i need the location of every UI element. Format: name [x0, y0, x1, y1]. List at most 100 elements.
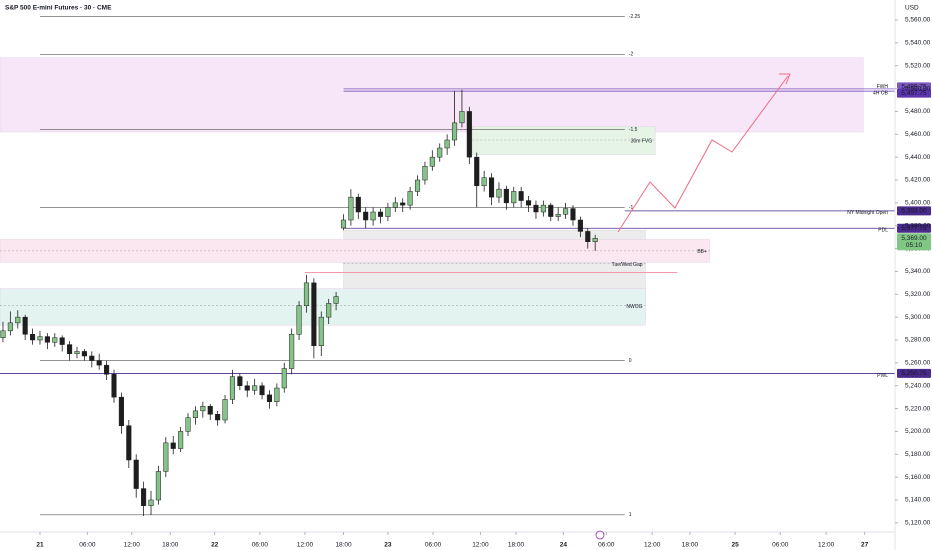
candle-body: [437, 147, 443, 158]
candles: [0, 89, 598, 516]
candle-body: [37, 336, 43, 341]
y-tick-label: 5,540.00: [905, 40, 931, 47]
x-tick-label: 12:00: [818, 542, 835, 549]
price-line-value: 5,497.75: [901, 90, 927, 97]
price-line-tag: [897, 88, 931, 98]
price-line-tag: [897, 368, 931, 378]
candle-body: [355, 196, 361, 213]
candle-body: [489, 177, 495, 198]
x-tick-label: 18:00: [682, 542, 699, 549]
candle-body: [96, 360, 102, 366]
candle-body: [207, 406, 213, 415]
x-tick-label: 06:00: [772, 542, 789, 549]
candle-body: [422, 166, 428, 181]
candle-body: [466, 111, 472, 158]
candle-body: [148, 499, 154, 506]
price-line-label: NY Midnight Open: [847, 210, 888, 216]
candle-body: [392, 202, 398, 208]
fib-label: -2: [629, 52, 634, 58]
x-tick-label: 06:00: [598, 542, 615, 549]
y-tick-label: 5,120.00: [905, 520, 931, 527]
candle-body: [7, 322, 13, 332]
candle-body: [0, 330, 6, 338]
x-tick-label: 22: [211, 542, 219, 549]
price-line-label: FWH: [877, 84, 889, 90]
y-tick-label: 5,440.00: [905, 154, 931, 161]
candle-body: [474, 156, 480, 186]
y-tick-label: 5,240.00: [905, 382, 931, 389]
candle-body: [318, 316, 324, 346]
candle-body: [577, 219, 583, 232]
candle-body: [126, 425, 132, 461]
y-tick-label: 5,200.00: [905, 428, 931, 435]
candle-body: [237, 376, 243, 386]
axes: 5,499.755,497.75 5,393.00 5,377.75 5,250.75…: [36, 17, 931, 549]
candle-body: [22, 316, 28, 335]
candle-body: [540, 204, 546, 213]
candle-body: [178, 431, 184, 449]
x-tick-label: 06:00: [79, 542, 96, 549]
last-price-value: 5,369.00: [901, 235, 927, 242]
x-tick-label: 06:00: [425, 542, 442, 549]
fib-label: -1.5: [629, 127, 638, 133]
y-tick-label: 5,280.00: [905, 337, 931, 344]
candle-body: [59, 337, 65, 345]
candle-body: [30, 334, 36, 341]
candle-body: [141, 488, 147, 506]
candle-body: [15, 316, 21, 324]
x-tick-label: 12:00: [644, 542, 661, 549]
candle-body: [333, 296, 339, 304]
x-tick-label: 18:00: [162, 542, 179, 549]
candle-body: [340, 219, 347, 229]
zone-label: BB+: [697, 249, 707, 255]
candle-body: [111, 374, 117, 398]
candle-body: [533, 204, 539, 213]
price-line-label: 4H OB: [873, 90, 889, 96]
candle-body: [481, 177, 487, 186]
y-tick-label: 5,520.00: [905, 62, 931, 69]
candle-body: [385, 207, 391, 217]
candle-body: [511, 191, 517, 204]
zone-label: Tue/Wed Gap: [612, 262, 643, 268]
fib-label: 1: [629, 512, 632, 518]
candle-body: [503, 188, 509, 204]
chart-title: S&P 500 E-mini Futures · 30 · CME: [5, 5, 112, 12]
x-tick-label: 18:00: [508, 542, 525, 549]
price-line-value: 5,250.75: [901, 370, 927, 377]
zone: [472, 126, 656, 156]
candle-body: [377, 211, 384, 217]
x-tick-label: 12:00: [124, 542, 141, 549]
price-line-label: PWL: [877, 373, 888, 379]
candle-body: [163, 442, 169, 472]
last-price-countdown: 05:10: [906, 242, 923, 249]
candle-body: [414, 179, 421, 192]
y-tick-label: 5,320.00: [905, 291, 931, 298]
candle-body: [215, 414, 221, 421]
y-tick-label: 5,180.00: [905, 451, 931, 458]
candle-body: [407, 191, 413, 206]
candle-body: [52, 337, 58, 343]
y-tick-label: 5,260.00: [905, 360, 931, 367]
y-tick-label: 5,460.00: [905, 131, 931, 138]
candle-body: [444, 139, 450, 149]
candle-body: [192, 410, 198, 418]
candle-body: [303, 282, 310, 306]
candle-body: [170, 442, 176, 449]
candle-body: [67, 344, 73, 354]
candle-body: [548, 204, 554, 217]
x-tick-label: 12:00: [297, 542, 314, 549]
candle-body: [81, 351, 87, 357]
candle-body: [155, 471, 161, 501]
zones: 30m FVG BB+ Tue/Wed Gap NWOG: [0, 57, 864, 326]
y-tick-label: 5,380.00: [905, 222, 931, 229]
x-tick-label: 23: [384, 542, 392, 549]
candle-body: [429, 156, 435, 167]
y-tick-label: 5,560.00: [905, 17, 931, 24]
candle-body: [133, 459, 139, 489]
candle-body: [266, 394, 273, 402]
y-tick-label: 5,220.00: [905, 405, 931, 412]
candle-body: [459, 111, 465, 124]
currency-label: USD: [905, 5, 919, 12]
